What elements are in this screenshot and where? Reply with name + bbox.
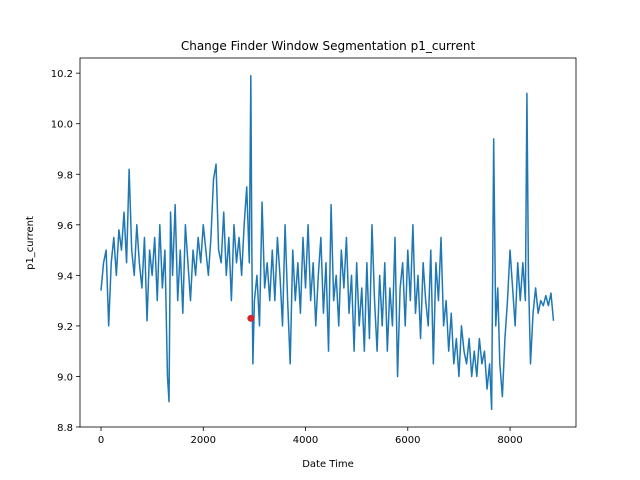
y-tick-label: 9.8 [57, 170, 73, 181]
y-axis-label: p1_current [25, 216, 36, 270]
chart-title: Change Finder Window Segmentation p1_cur… [181, 39, 476, 53]
data-line [100, 74, 555, 411]
y-tick-label: 9.0 [57, 372, 73, 383]
x-tick-label: 8000 [497, 435, 522, 446]
x-axis-label: Date Time [302, 459, 354, 470]
y-tick-label: 9.4 [57, 271, 73, 282]
y-tick-label: 9.6 [57, 221, 73, 232]
x-tick-label: 0 [98, 435, 104, 446]
y-tick-label: 8.8 [57, 423, 73, 434]
change-point [247, 314, 255, 322]
y-tick-label: 10.0 [51, 120, 73, 131]
x-tick-label: 6000 [395, 435, 420, 446]
x-tick-label: 4000 [293, 435, 318, 446]
x-tick-label: 2000 [191, 435, 216, 446]
y-tick-label: 9.2 [57, 322, 73, 333]
plot-frame [79, 57, 577, 428]
y-tick-label: 10.2 [51, 69, 73, 80]
